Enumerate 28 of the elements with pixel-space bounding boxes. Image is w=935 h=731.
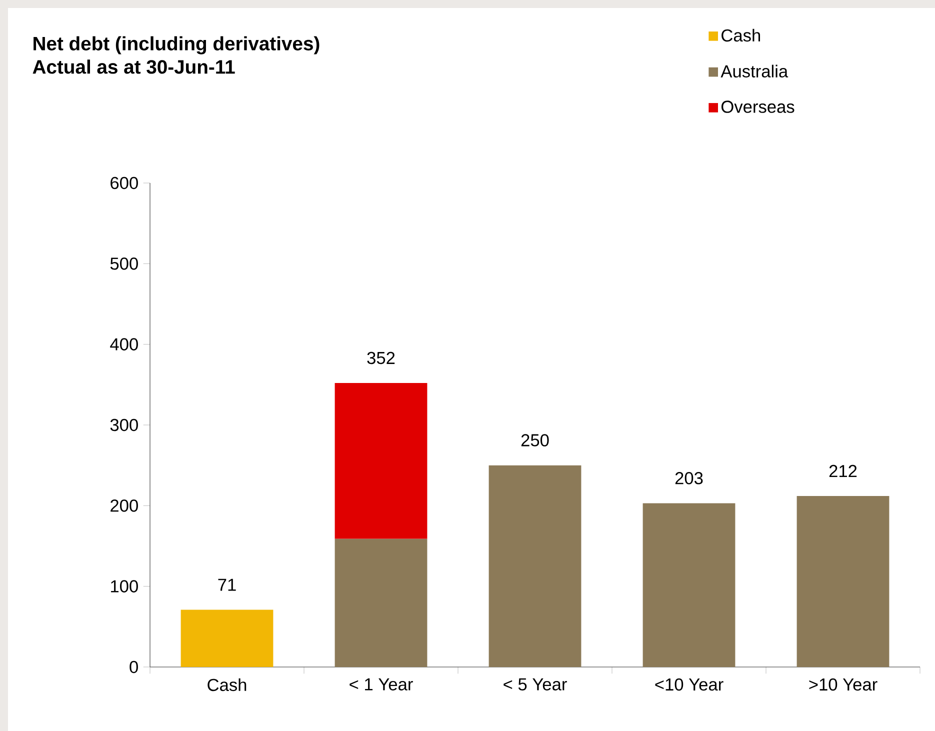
- legend-label: Australia: [720, 64, 788, 78]
- legend-label: Cash: [722, 28, 760, 42]
- x-tick-label: < 5 Year: [504, 678, 567, 690]
- total-label: 212: [829, 464, 857, 478]
- y-tick-label: 100: [111, 580, 138, 592]
- y-tick-label: 0: [130, 660, 138, 674]
- total-label: 71: [218, 578, 236, 591]
- x-tick-label: >10 Year: [809, 678, 878, 691]
- bar: [796, 496, 890, 667]
- total-label: 203: [675, 472, 703, 484]
- chart-subtitle: Actual as at 30-Jun-11: [32, 60, 235, 74]
- x-tick-label: Cash: [208, 678, 246, 692]
- bar: [180, 610, 274, 667]
- bar: [488, 465, 582, 667]
- y-tick-label: 300: [110, 418, 138, 432]
- y-tick-label: 500: [110, 258, 138, 270]
- y-tick-label: 600: [110, 176, 138, 190]
- bar: [334, 383, 428, 539]
- legend-label: Overseas: [721, 100, 794, 113]
- x-tick-label: <10 Year: [655, 678, 724, 691]
- y-tick-label: 200: [110, 500, 138, 512]
- bar: [334, 538, 428, 667]
- x-tick-label: < 1 Year: [350, 678, 413, 690]
- bar: [642, 503, 736, 667]
- total-label: 250: [521, 434, 549, 446]
- chart-title: Net debt (including derivatives): [34, 36, 320, 54]
- total-label: 352: [367, 352, 395, 364]
- y-tick-label: 400: [110, 338, 138, 350]
